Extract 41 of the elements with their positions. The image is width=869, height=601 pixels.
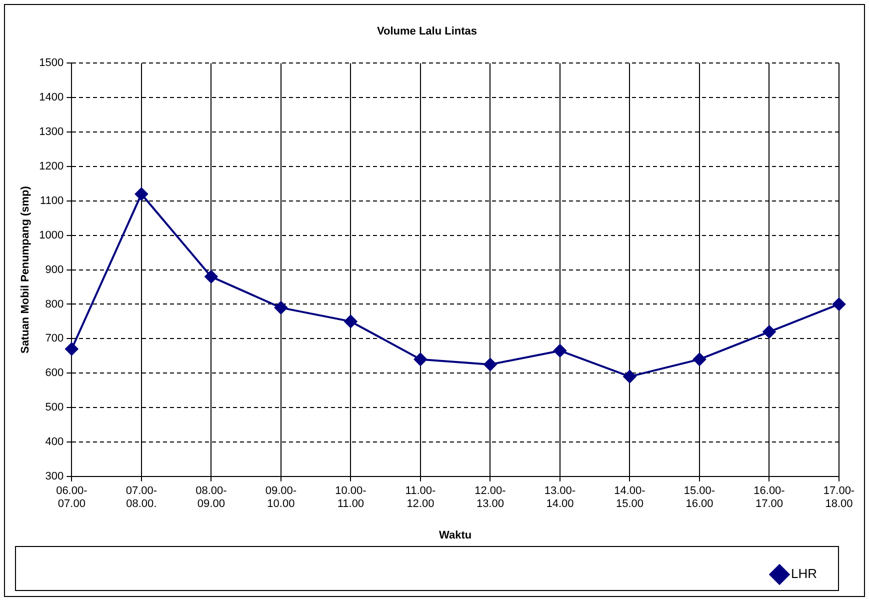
x-tick-label: 13.00-14.00 — [544, 485, 576, 510]
point — [414, 352, 427, 366]
x-tick-label: 17.00-18.00 — [823, 485, 855, 510]
y-tick-label: 300 — [45, 470, 64, 482]
y-tick-label: 1200 — [39, 160, 64, 173]
y-tick-label: 1100 — [40, 194, 64, 207]
x-tick-label: 09.00-10.00 — [265, 485, 297, 510]
point — [762, 325, 776, 338]
x-tick-label: 11.00-12.00 — [405, 485, 436, 510]
y-tick-label: 700 — [45, 332, 64, 345]
x-tick-label: 10.00-11.00 — [335, 485, 367, 510]
x-tick-label: 15.00-16.00 — [684, 485, 716, 510]
y-axis-title: Satuan Mobil Penumpang (smp) — [20, 186, 32, 354]
x-tick-label: 07.00-08.00. — [126, 485, 158, 510]
x-tick-label: 08.00-09.00 — [196, 485, 228, 510]
point — [134, 188, 148, 201]
y-tick-label: 1500 — [39, 57, 64, 70]
x-tick-label: 16.00-17.00 — [754, 485, 786, 510]
y-tick-label: 1300 — [39, 126, 64, 138]
point — [553, 344, 566, 358]
x-tick-label: 06.00-07.00 — [56, 485, 88, 510]
point — [65, 342, 78, 356]
point — [344, 314, 358, 328]
point — [692, 352, 706, 366]
point — [832, 298, 846, 311]
y-tick-label: 1000 — [39, 229, 64, 242]
point — [204, 270, 218, 284]
legend-label: LHR — [790, 566, 818, 582]
y-tick-label: 900 — [45, 264, 64, 276]
y-tick-label: 800 — [45, 298, 64, 310]
y-tick-label: 600 — [45, 367, 64, 380]
x-tick-label: 14.00-15.00 — [614, 485, 646, 510]
point — [274, 301, 288, 314]
y-tick-label: 1400 — [39, 92, 64, 104]
y-tick-label: 500 — [45, 402, 64, 414]
chart-title: Volume Lalu Lintas — [376, 26, 478, 38]
x-axis-title: Waktu — [439, 529, 472, 542]
point — [484, 358, 497, 371]
y-tick-label: 400 — [45, 436, 64, 448]
point — [623, 370, 636, 384]
x-tick-label: 12.00-13.00 — [474, 485, 506, 510]
